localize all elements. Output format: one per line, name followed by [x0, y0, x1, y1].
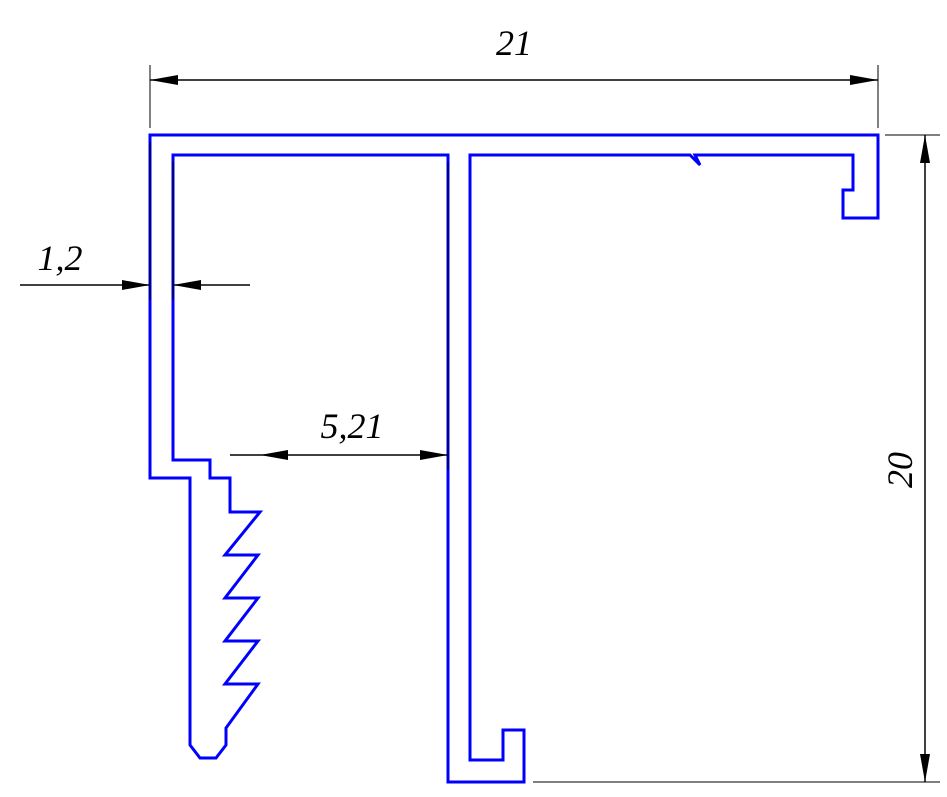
dimension-width-top: 21: [150, 23, 878, 128]
dimension-gap-mid: 5,21: [230, 162, 448, 470]
dimension-height-right-label: 20: [880, 452, 920, 488]
dimension-gap-mid-label: 5,21: [321, 406, 384, 446]
dimension-height-right: 20: [533, 135, 940, 782]
technical-drawing: 21 20 1,2 5,21: [0, 0, 947, 797]
dimension-wall-thickness: 1,2: [20, 142, 250, 300]
dimension-width-top-label: 21: [496, 23, 532, 63]
dimension-wall-thickness-label: 1,2: [38, 238, 83, 278]
profile-outline: [150, 135, 878, 782]
